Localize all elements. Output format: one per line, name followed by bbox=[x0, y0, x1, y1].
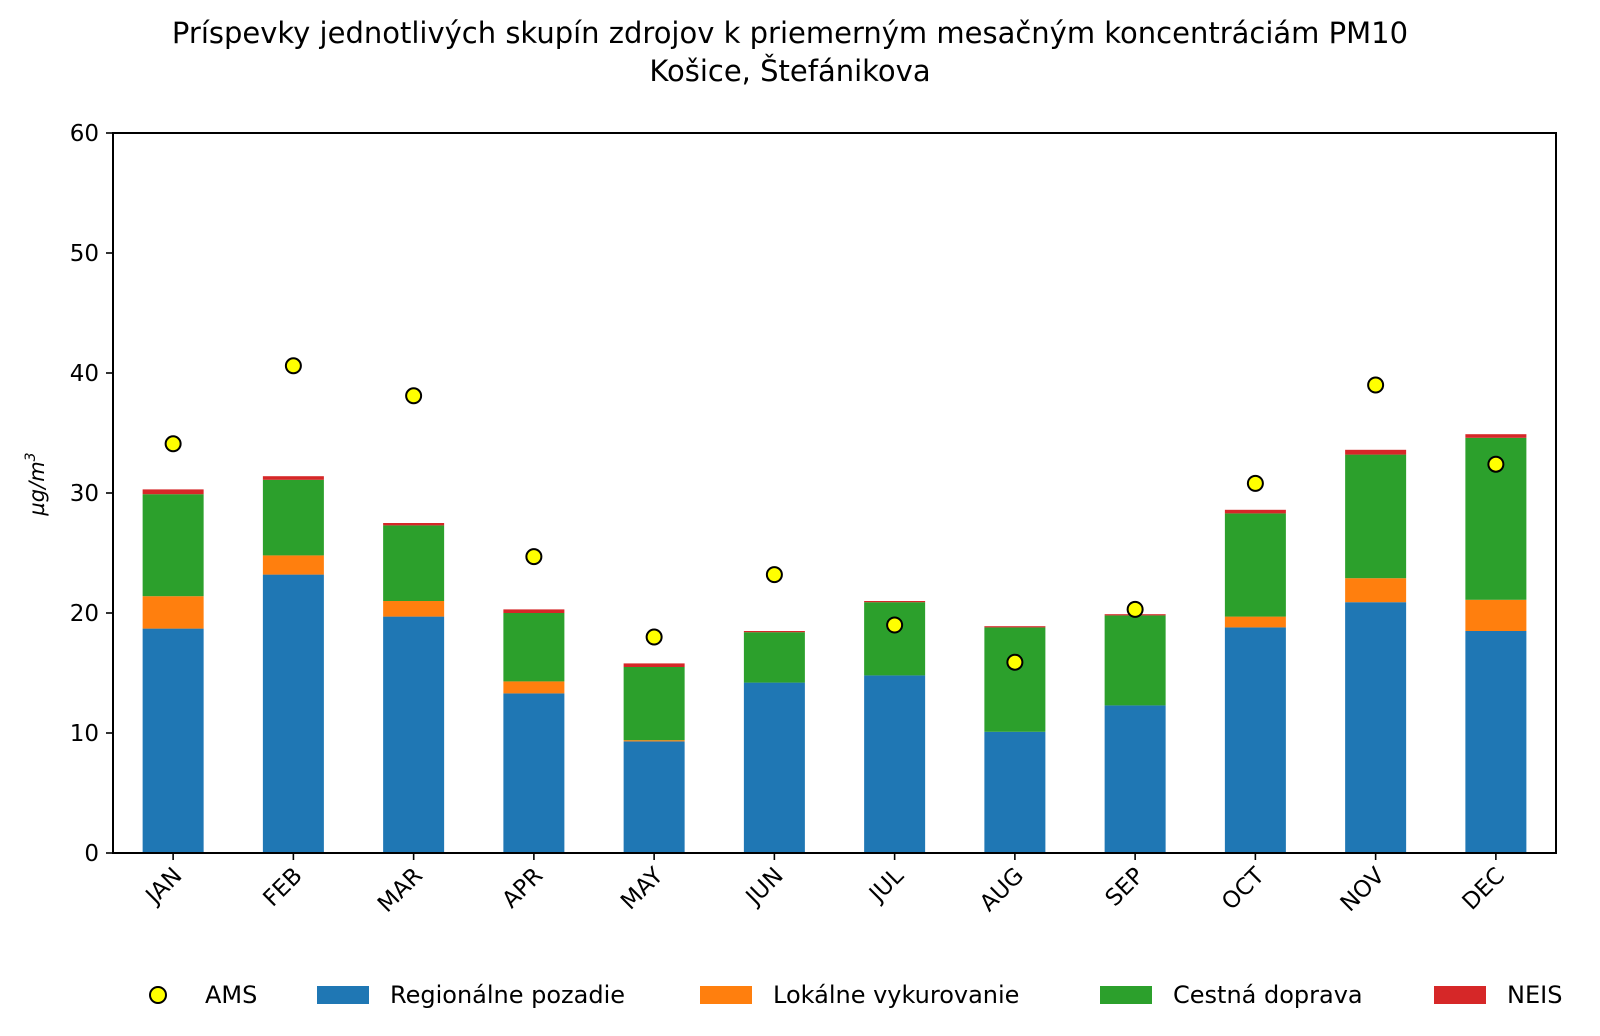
x-tick-label-feb: FEB bbox=[258, 863, 307, 912]
x-tick-label-jan: JAN bbox=[140, 863, 188, 911]
bar-apr-series-1 bbox=[503, 681, 565, 694]
ams-point-oct bbox=[1246, 474, 1264, 492]
ams-point-feb bbox=[284, 357, 302, 375]
bar-may-series-3 bbox=[623, 663, 685, 667]
bar-jul-series-0 bbox=[864, 675, 926, 853]
bar-jan-series-1 bbox=[142, 596, 204, 629]
bar-sep-series-0 bbox=[1104, 705, 1166, 853]
y-axis: 0 10 20 30 40 50 60 bbox=[70, 121, 113, 867]
bar-may-series-0 bbox=[623, 741, 685, 853]
ams-point-jul bbox=[886, 616, 904, 634]
y-axis-label-unit: µg/m bbox=[25, 461, 49, 516]
bar-jan-series-3 bbox=[142, 489, 204, 495]
x-tick-label-apr: APR bbox=[497, 863, 548, 914]
x-tick-label-nov: NOV bbox=[1336, 863, 1390, 917]
chart-subtitle: Košice, Štefánikova bbox=[649, 54, 930, 88]
ams-point-sep bbox=[1126, 600, 1144, 618]
bar-oct-series-1 bbox=[1224, 616, 1286, 628]
y-axis-label: µg/m3 bbox=[23, 452, 49, 516]
bar-jun-series-2 bbox=[743, 632, 805, 683]
bar-feb-series-2 bbox=[262, 479, 324, 556]
bar-nov-series-3 bbox=[1345, 449, 1407, 455]
ams-point-aug bbox=[1006, 653, 1024, 671]
legend-label-series-2: Cestná doprava bbox=[1173, 981, 1363, 1009]
bar-nov-series-2 bbox=[1345, 454, 1407, 579]
chart-title: Príspevky jednotlivých skupín zdrojov k … bbox=[172, 16, 1408, 50]
legend-swatch-series-3 bbox=[1434, 986, 1486, 1004]
x-tick-label-jun: JUN bbox=[740, 863, 789, 912]
x-tick-label-sep: SEP bbox=[1101, 863, 1150, 912]
legend-label-series-3: NEIS bbox=[1507, 981, 1562, 1009]
x-axis: JAN FEB MAR APR MAY JUN JUL AUG SEP OCT NOV DEC bbox=[140, 853, 1510, 918]
y-tick-label: 50 bbox=[70, 241, 99, 267]
y-tick-label: 60 bbox=[70, 121, 99, 147]
ams-point-dec bbox=[1487, 455, 1505, 473]
ams-point-apr bbox=[525, 548, 543, 566]
legend: AMS Regionálne pozadie Lokálne vykurovanie… bbox=[149, 981, 1562, 1009]
ams-point-jan bbox=[164, 435, 182, 453]
bar-apr-series-3 bbox=[503, 609, 565, 613]
bar-feb-series-3 bbox=[262, 476, 324, 480]
legend-swatch-series-1 bbox=[700, 986, 752, 1004]
legend-swatch-series-0 bbox=[317, 986, 369, 1004]
y-tick-label: 10 bbox=[70, 721, 99, 747]
bar-feb-series-1 bbox=[262, 555, 324, 575]
bar-jul-series-3 bbox=[864, 601, 926, 603]
bar-apr-series-2 bbox=[503, 613, 565, 682]
x-tick-label-mar: MAR bbox=[373, 863, 428, 918]
bar-oct-series-2 bbox=[1224, 513, 1286, 617]
bar-nov-series-1 bbox=[1345, 578, 1407, 603]
bar-feb-series-0 bbox=[262, 574, 324, 853]
bar-sep-series-2 bbox=[1104, 615, 1166, 706]
bar-jul-series-2 bbox=[864, 602, 926, 676]
x-tick-label-jul: JUL bbox=[863, 863, 909, 909]
ams-point-may bbox=[645, 628, 663, 646]
x-tick-label-oct: OCT bbox=[1217, 862, 1270, 915]
bar-jan-series-0 bbox=[142, 628, 204, 853]
legend-marker-ams bbox=[149, 986, 167, 1004]
y-axis-label-exponent: 3 bbox=[23, 452, 39, 461]
y-tick-label: 0 bbox=[84, 841, 99, 867]
bar-jan-series-2 bbox=[142, 494, 204, 597]
legend-label-ams: AMS bbox=[205, 981, 257, 1009]
bar-jun-series-3 bbox=[743, 631, 805, 633]
bar-mar-series-2 bbox=[383, 525, 445, 601]
bar-aug-series-3 bbox=[984, 626, 1046, 628]
legend-label-series-1: Lokálne vykurovanie bbox=[773, 981, 1019, 1009]
legend-label-series-0: Regionálne pozadie bbox=[390, 981, 625, 1009]
bars-layer bbox=[142, 434, 1527, 853]
bar-may-series-2 bbox=[623, 667, 685, 741]
bar-aug-series-0 bbox=[984, 731, 1046, 853]
ams-point-mar bbox=[405, 387, 423, 405]
bar-mar-series-3 bbox=[383, 523, 445, 526]
bar-aug-series-2 bbox=[984, 627, 1046, 732]
bar-oct-series-0 bbox=[1224, 627, 1286, 853]
bar-oct-series-3 bbox=[1224, 509, 1286, 514]
y-tick-label: 40 bbox=[70, 361, 99, 387]
bar-nov-series-0 bbox=[1345, 602, 1407, 853]
plot-frame bbox=[112, 132, 1557, 854]
bar-may-series-1 bbox=[623, 740, 685, 742]
legend-swatch-series-2 bbox=[1100, 986, 1152, 1004]
y-tick-label: 30 bbox=[70, 481, 99, 507]
x-tick-label-dec: DEC bbox=[1458, 863, 1511, 916]
x-tick-label-may: MAY bbox=[616, 862, 669, 915]
bar-dec-series-3 bbox=[1465, 434, 1527, 438]
bar-mar-series-0 bbox=[383, 616, 445, 853]
y-tick-label: 20 bbox=[70, 601, 99, 627]
bar-dec-series-1 bbox=[1465, 599, 1527, 631]
bar-apr-series-0 bbox=[503, 693, 565, 853]
ams-point-jun bbox=[765, 566, 783, 584]
bar-mar-series-1 bbox=[383, 601, 445, 617]
bar-dec-series-0 bbox=[1465, 631, 1527, 853]
ams-markers bbox=[164, 357, 1505, 671]
bar-jun-series-0 bbox=[743, 682, 805, 853]
x-tick-label-aug: AUG bbox=[975, 863, 1029, 917]
ams-point-nov bbox=[1367, 376, 1385, 394]
